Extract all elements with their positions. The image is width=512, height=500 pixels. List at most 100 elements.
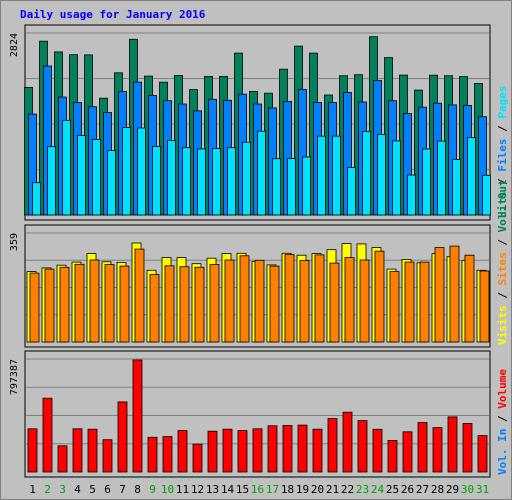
middle-bar-sites-9 [149,274,160,343]
middle-bar-sites-6 [104,264,115,343]
day-label-27: 27 [416,483,429,496]
day-label-29: 29 [446,483,459,496]
day-label-18: 18 [281,483,294,496]
bottom-bar-volume-11 [177,430,188,473]
bottom-panel: 797387 [9,350,491,478]
middle-bar-sites-30 [464,254,475,343]
top-bar-pages-19 [302,156,311,216]
bottom-bar-volume-9 [147,436,158,473]
day-label-22: 22 [341,483,354,496]
right-label-vol-in: Vol. In [496,429,509,475]
middle-bar-sites-7 [119,265,130,343]
bottom-bar-volume-5 [87,428,98,473]
bottom-bar-volume-31 [477,435,488,473]
middle-bar-sites-10 [164,265,175,343]
top-panel: 2824 [9,24,491,221]
bottom-bar-volume-28 [432,427,443,473]
middle-bar-sites-4 [74,263,85,343]
bottom-bar-volume-22 [342,411,353,473]
middle-bar-sites-17 [269,265,280,343]
middle-bar-sites-28 [434,247,445,343]
bottom-bar-volume-2 [42,397,53,473]
day-label-3: 3 [59,483,66,496]
bottom-bar-volume-18 [282,424,293,473]
right-label-hits: Hits [496,192,509,219]
bottom-bar-volume-20 [312,428,323,473]
middle-bar-sites-26 [404,261,415,343]
middle-bar-sites-15 [239,255,250,343]
middle-bar-sites-11 [179,266,190,343]
bottom-bar-volume-29 [447,416,458,473]
middle-ymax-label: 359 [9,233,20,251]
middle-bar-sites-12 [194,266,205,343]
bottom-ymax-label: 797387 [9,359,20,395]
middle-bar-sites-19 [299,260,310,343]
x-axis-day-labels: 1 2 3 4 5 6 7 8 9 10 11 12 13 14 15 16 17 18 19 20 21 22 23 24 2… [29,483,489,496]
day-label-11: 11 [176,483,189,496]
bottom-bar-volume-15 [237,430,248,473]
chart-title: Daily usage for January 2016 [20,8,206,21]
top-bar-pages-16 [257,130,266,216]
bottom-bar-volume-25 [387,440,398,473]
top-bar-pages-21 [332,135,341,216]
bottom-bar-volume-17 [267,425,278,473]
top-ymax-label: 2824 [9,33,20,57]
top-bar-pages-29 [452,158,461,216]
top-bar-pages-20 [317,135,326,216]
right-label-sites: Sites [496,252,509,285]
top-bar-pages-17 [272,158,281,216]
top-bar-pages-10 [167,139,176,216]
bottom-bar-volume-26 [402,431,413,473]
bottom-bar-volume-3 [57,445,68,473]
top-bar-pages-3 [62,119,71,216]
day-label-7: 7 [119,483,126,496]
day-label-14: 14 [221,483,235,496]
top-bar-pages-30 [467,136,476,216]
day-label-31: 31 [476,483,489,496]
top-bar-pages-13 [212,148,221,216]
bottom-bar-volume-24 [372,428,383,473]
day-label-5: 5 [89,483,96,496]
day-label-1: 1 [29,483,36,496]
top-bar-pages-27 [422,148,431,216]
middle-bar-sites-20 [314,254,325,343]
right-label-files: Files [496,139,509,172]
middle-bar-sites-2 [44,268,55,343]
middle-bar-sites-16 [254,259,265,343]
middle-bar-sites-1 [29,272,40,343]
day-label-23: 23 [356,483,369,496]
bottom-bar-volume-6 [102,439,113,473]
middle-bar-sites-25 [389,271,400,343]
bottom-bar-volume-14 [222,428,233,473]
top-bar-pages-2 [47,146,56,216]
middle-bar-sites-23 [359,259,370,343]
bottom-bar-volume-8 [132,359,143,473]
day-label-4: 4 [74,483,81,496]
right-label-separator: / [496,119,509,139]
top-bar-pages-12 [197,148,206,216]
day-label-2: 2 [44,483,51,496]
top-bar-pages-26 [407,174,416,216]
top-bar-pages-6 [107,150,116,216]
right-label-separator: / [496,409,509,429]
middle-bar-sites-5 [89,259,100,343]
bottom-bar-volume-30 [462,423,473,473]
day-label-9: 9 [149,483,156,496]
right-label-group: Vol. In / Volume [496,369,509,475]
day-label-30: 30 [461,483,474,496]
bottom-bar-volume-7 [117,401,128,473]
day-label-17: 17 [266,483,279,496]
right-label-visits: Visits [496,305,509,345]
bottom-bar-volume-4 [72,428,83,473]
bottom-bar-volume-16 [252,428,263,473]
top-bar-pages-31 [482,174,491,216]
middle-bar-sites-21 [329,262,340,343]
bottom-bar-volume-23 [357,420,368,473]
day-label-13: 13 [206,483,219,496]
day-label-16: 16 [251,483,264,496]
middle-bar-sites-18 [284,254,295,343]
day-label-10: 10 [161,483,174,496]
